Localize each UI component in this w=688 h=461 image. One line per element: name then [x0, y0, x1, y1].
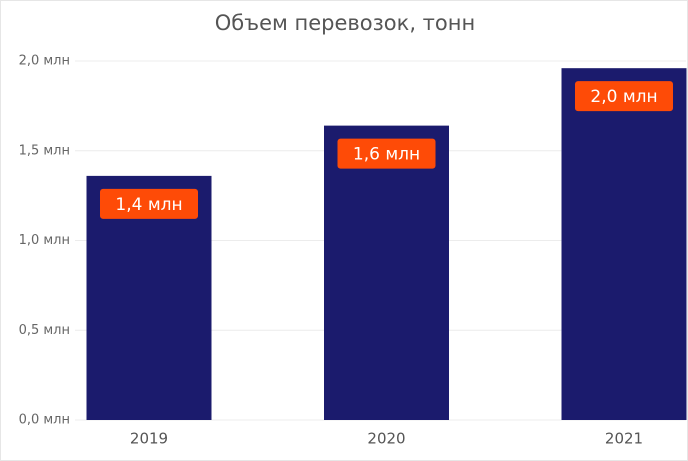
chart-title: Объем перевозок, тонн — [215, 11, 475, 35]
y-tick-label: 0,0 млн — [19, 413, 70, 428]
x-tick-label: 2020 — [367, 430, 405, 448]
value-label: 1,6 млн — [353, 145, 420, 165]
x-tick-label: 2021 — [605, 430, 643, 448]
bar — [561, 68, 687, 421]
x-tick-label: 2019 — [130, 430, 168, 448]
value-label-box — [337, 138, 436, 169]
value-label-box — [575, 81, 673, 112]
y-tick-label: 0,5 млн — [19, 323, 70, 338]
value-label: 1,4 млн — [115, 195, 182, 215]
y-tick-label: 1,5 млн — [19, 143, 70, 158]
value-label: 2,0 млн — [590, 87, 657, 107]
value-label-box — [100, 188, 198, 219]
bar — [324, 125, 449, 421]
y-tick-label: 2,0 млн — [19, 54, 70, 69]
y-tick-label: 1,0 млн — [19, 233, 70, 248]
